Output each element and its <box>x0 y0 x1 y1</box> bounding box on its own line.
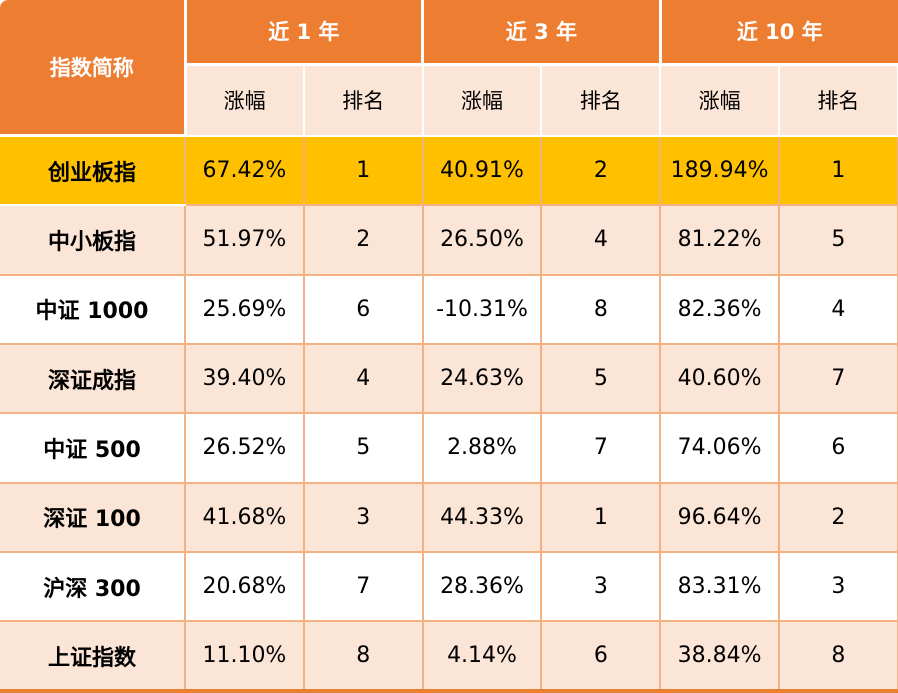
rank-cell: 3 <box>540 551 662 623</box>
change-cell: 44.33% <box>421 481 543 554</box>
table-row: 上证指数 11.10% 8 4.14% 6 38.84% 8 <box>0 620 898 693</box>
subheader-change-3y: 涨幅 <box>421 63 543 137</box>
change-cell: 28.36% <box>421 551 543 623</box>
change-cell: 26.50% <box>421 204 543 276</box>
col-group-1y: 近 1 年 <box>183 0 425 66</box>
change-cell: 38.84% <box>659 620 781 693</box>
index-name-cell: 中证 500 <box>0 412 186 484</box>
rank-cell: 5 <box>778 204 898 276</box>
rank-cell: 6 <box>302 273 424 345</box>
rank-cell: 5 <box>540 342 662 415</box>
rank-cell: 7 <box>778 342 898 415</box>
index-name-cell: 深证成指 <box>0 342 186 415</box>
index-name-cell: 中证 1000 <box>0 273 186 345</box>
change-cell: 20.68% <box>184 551 305 623</box>
change-cell: 51.97% <box>184 204 305 276</box>
rank-cell: 8 <box>778 620 898 693</box>
table-row: 中小板指 51.97% 2 26.50% 4 81.22% 5 <box>0 204 898 276</box>
rank-cell: 3 <box>302 481 424 554</box>
index-name-cell: 创业板指 <box>0 134 186 207</box>
col-group-10y: 近 10 年 <box>658 0 898 66</box>
subheader-row: 涨幅 排名 涨幅 排名 涨幅 排名 <box>0 63 898 137</box>
rank-cell: 1 <box>778 134 898 207</box>
change-cell: 40.60% <box>659 342 781 415</box>
corner-header-cell: 指数简称 <box>0 0 187 138</box>
rank-cell: 1 <box>302 134 424 207</box>
change-cell: 41.68% <box>184 481 305 554</box>
rank-cell: 6 <box>540 620 662 693</box>
rank-cell: 6 <box>778 412 898 484</box>
rank-cell: 4 <box>302 342 424 415</box>
change-cell: 83.31% <box>659 551 781 623</box>
subheader-rank-1y: 排名 <box>302 63 424 137</box>
change-cell: 67.42% <box>184 134 305 207</box>
table-row: 中证 500 26.52% 5 2.88% 7 74.06% 6 <box>0 412 898 484</box>
change-cell: 96.64% <box>659 481 781 554</box>
rank-cell: 7 <box>540 412 662 484</box>
rank-cell: 7 <box>302 551 424 623</box>
change-cell: -10.31% <box>421 273 543 345</box>
rank-cell: 5 <box>302 412 424 484</box>
table-row: 深证成指 39.40% 4 24.63% 5 40.60% 7 <box>0 342 898 415</box>
change-cell: 25.69% <box>184 273 305 345</box>
change-cell: 82.36% <box>659 273 781 345</box>
rank-cell: 3 <box>778 551 898 623</box>
rank-cell: 2 <box>778 481 898 554</box>
rank-cell: 2 <box>540 134 662 207</box>
index-name-cell: 中小板指 <box>0 204 186 276</box>
col-group-3y: 近 3 年 <box>421 0 662 66</box>
rank-cell: 2 <box>302 204 424 276</box>
table-row: 创业板指 67.42% 1 40.91% 2 189.94% 1 <box>0 134 898 207</box>
index-name-cell: 上证指数 <box>0 620 186 693</box>
change-cell: 39.40% <box>184 342 305 415</box>
rank-cell: 8 <box>302 620 424 693</box>
change-cell: 24.63% <box>421 342 543 415</box>
rank-cell: 4 <box>778 273 898 345</box>
subheader-rank-3y: 排名 <box>540 63 662 137</box>
change-cell: 2.88% <box>421 412 543 484</box>
change-cell: 4.14% <box>421 620 543 693</box>
table-row: 沪深 300 20.68% 7 28.36% 3 83.31% 3 <box>0 551 898 623</box>
change-cell: 40.91% <box>421 134 543 207</box>
table-row: 深证 100 41.68% 3 44.33% 1 96.64% 2 <box>0 481 898 554</box>
header-group-row: 指数简称 近 1 年 近 3 年 近 10 年 <box>0 0 898 138</box>
index-name-cell: 沪深 300 <box>0 551 186 623</box>
change-cell: 11.10% <box>184 620 305 693</box>
subheader-rank-10y: 排名 <box>778 63 898 137</box>
change-cell: 26.52% <box>184 412 305 484</box>
index-name-cell: 深证 100 <box>0 481 186 554</box>
change-cell: 74.06% <box>659 412 781 484</box>
table-row: 中证 1000 25.69% 6 -10.31% 8 82.36% 4 <box>0 273 898 345</box>
rank-cell: 8 <box>540 273 662 345</box>
change-cell: 81.22% <box>659 204 781 276</box>
subheader-change-1y: 涨幅 <box>184 63 305 137</box>
rank-cell: 4 <box>540 204 662 276</box>
subheader-change-10y: 涨幅 <box>659 63 781 137</box>
rank-cell: 1 <box>540 481 662 554</box>
change-cell: 189.94% <box>659 134 781 207</box>
